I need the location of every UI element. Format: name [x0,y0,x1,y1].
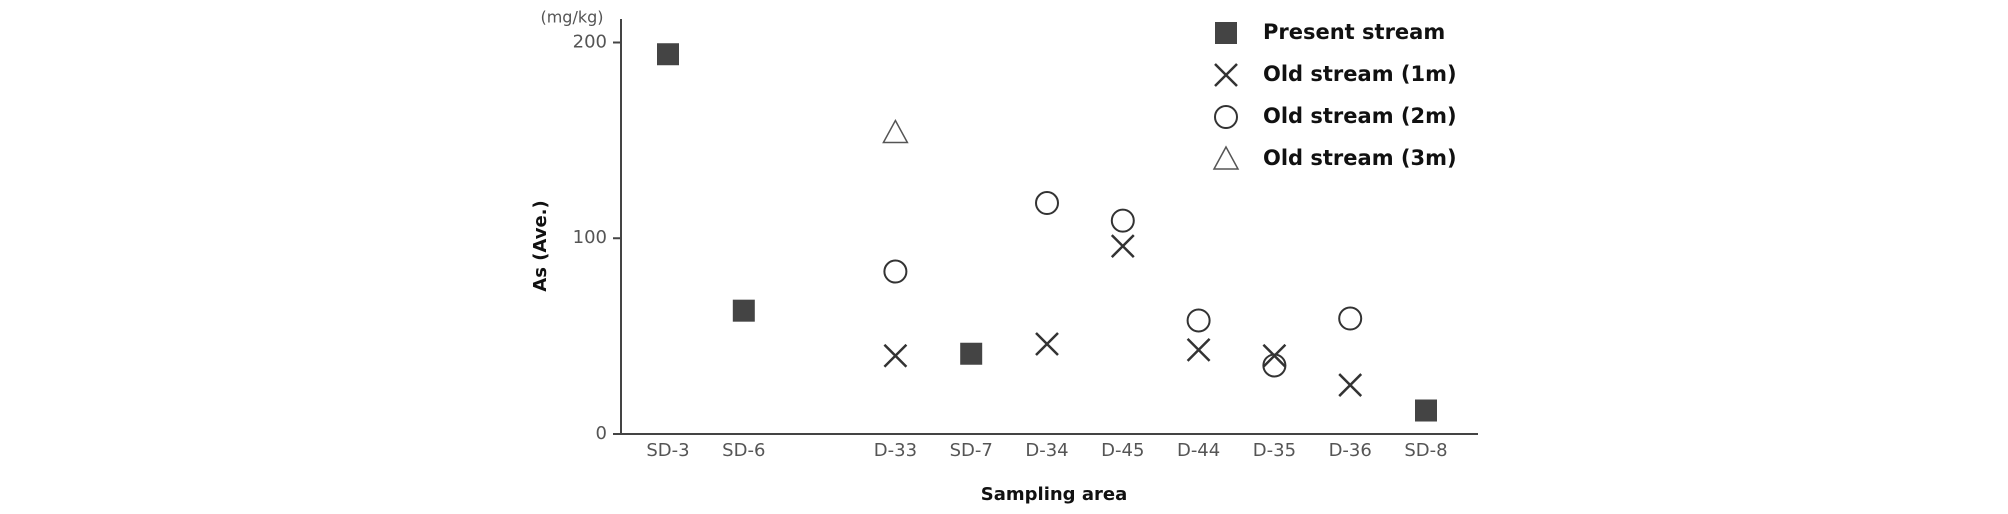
legend-label: Old stream (2m) [1263,104,1457,128]
point [1035,191,1059,216]
point [1035,332,1059,356]
legend-label: Present stream [1263,20,1445,44]
point [960,342,983,365]
x-tick-label: SD-7 [950,440,993,461]
point [883,259,908,284]
point [1186,308,1211,333]
legend-marker [1214,105,1238,129]
point [1110,234,1135,258]
unit-label: (mg/kg) [540,8,603,27]
point [1262,353,1287,378]
x-axis-title: Sampling area [981,484,1127,505]
x-tick-label: D-34 [1025,440,1068,461]
x-tick-label: SD-6 [722,440,765,461]
point [883,343,908,368]
point [882,118,909,144]
point [1262,343,1287,368]
x-tick-label: D-44 [1177,440,1220,461]
x-tick-label: D-35 [1253,440,1296,461]
point [732,299,755,322]
y-tick-label: 100 [573,227,607,248]
point [1110,208,1135,233]
legend-label: Old stream (3m) [1263,146,1457,170]
legend-marker [1214,63,1238,87]
point [1186,337,1211,362]
x-tick-label: SD-3 [646,440,689,461]
x-tick-label: SD-8 [1404,440,1447,461]
point [1338,306,1363,331]
y-tick-label: 200 [573,31,607,52]
y-axis-title: As (Ave.) [530,200,551,291]
point [1338,373,1363,397]
legend-label: Old stream (1m) [1263,62,1457,86]
y-tick-label: 0 [596,423,607,444]
x-tick-label: D-36 [1329,440,1372,461]
point [657,43,679,66]
x-tick-label: D-33 [874,440,917,461]
x-tick-label: D-45 [1101,440,1144,461]
point [1415,399,1437,422]
legend-marker [1212,145,1240,170]
legend-marker [1215,22,1237,44]
